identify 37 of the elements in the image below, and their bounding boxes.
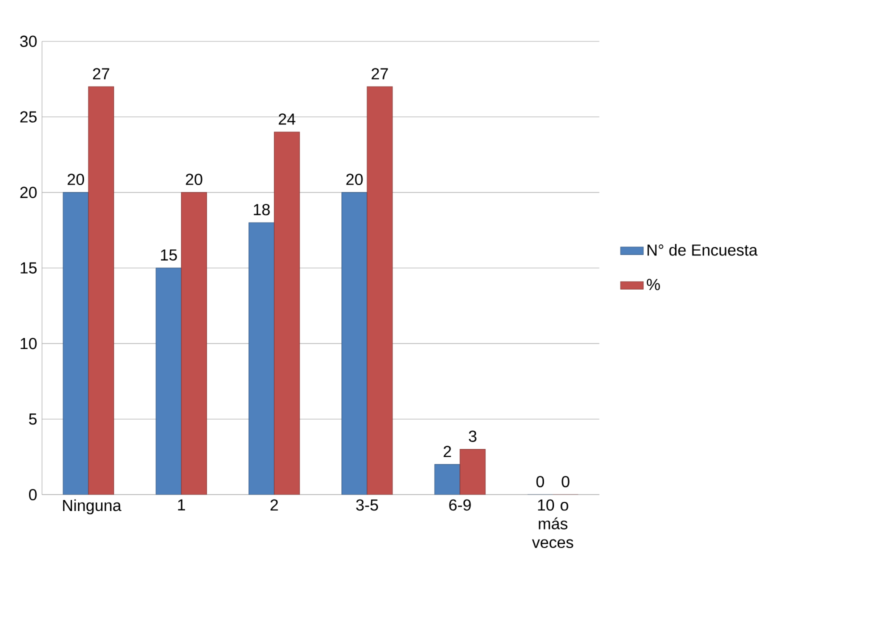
x-tick-label: 6-9	[449, 500, 471, 511]
data-label: 15	[160, 250, 177, 261]
data-label: 20	[186, 174, 202, 186]
bar	[88, 86, 114, 495]
bar	[342, 192, 368, 495]
y-tick-label: 5	[29, 414, 37, 425]
y-tick-label: 10	[20, 338, 37, 350]
y-tick-label: 15	[20, 262, 37, 274]
data-label: 27	[93, 68, 110, 80]
data-label: 3	[468, 430, 476, 442]
data-label: 0	[536, 476, 544, 488]
data-label: 27	[372, 68, 388, 80]
data-label: 20	[346, 174, 363, 186]
y-tick-label: 30	[20, 36, 37, 48]
legend-label: %	[646, 279, 660, 290]
x-tick-label: 1	[178, 500, 185, 511]
bar	[366, 86, 393, 495]
y-tick-label: 25	[20, 111, 37, 123]
data-label: 2	[444, 446, 451, 458]
bar	[274, 132, 300, 495]
data-label: 0	[562, 476, 570, 488]
x-tick-label: 10 o más veces	[532, 500, 574, 548]
data-label: 18	[254, 204, 270, 216]
bar	[248, 222, 274, 495]
y-tick-label: 0	[29, 489, 37, 500]
x-tick-label: Ninguna	[63, 500, 122, 514]
bar	[181, 192, 207, 495]
bar	[156, 268, 182, 495]
y-tick-label: 20	[20, 186, 37, 198]
bar	[62, 192, 89, 495]
x-tick-label: 3-5	[356, 500, 378, 511]
bar	[434, 464, 460, 495]
data-label: 24	[278, 114, 296, 125]
bar	[460, 449, 486, 495]
x-tick-label: 2	[270, 500, 278, 511]
data-label: 20	[68, 174, 84, 186]
legend-label: N° de Encuesta	[648, 244, 758, 256]
